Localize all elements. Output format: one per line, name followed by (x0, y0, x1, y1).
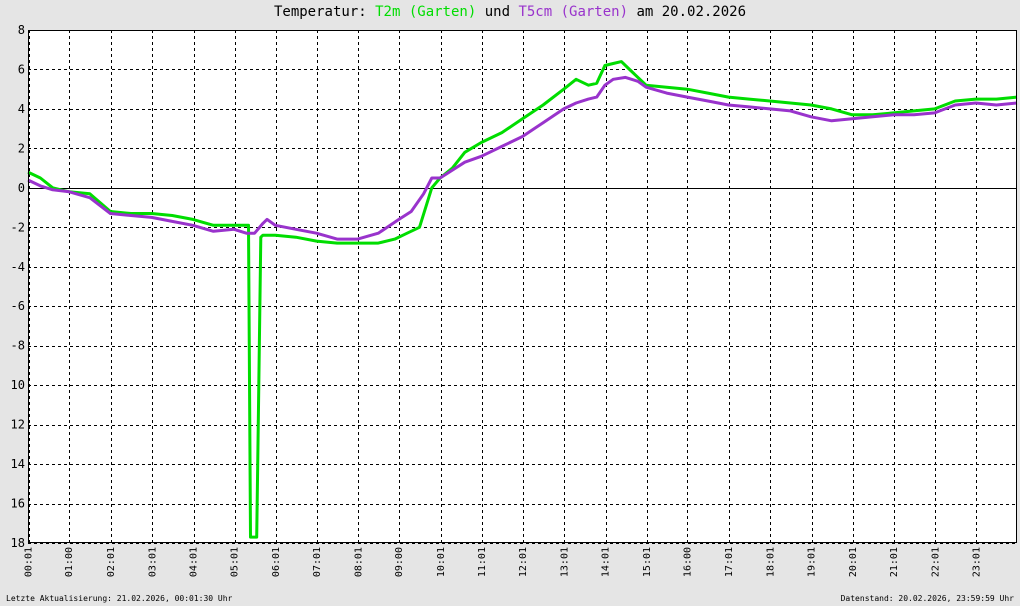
y-tick-label: 6 (18, 62, 25, 76)
series-group (27, 60, 1018, 539)
y-tick-label: -2 (11, 220, 25, 234)
x-tick-label: 06:01 (271, 547, 282, 577)
x-tick-label: 07:01 (312, 547, 323, 577)
y-tick-label: 4 (18, 102, 25, 116)
x-tick-label: 03:01 (147, 547, 158, 577)
x-tick-label: 14:01 (601, 547, 612, 577)
data-timestamp-text: Datenstand: 20.02.2026, 23:59:59 Uhr (840, 594, 1014, 603)
title-prefix: Temperatur: (273, 4, 376, 20)
y-tick-label: 8 (18, 23, 25, 37)
title-suffix: am 20.02.2026 (628, 4, 747, 20)
title-series-t2m: T2m (Garten) (375, 4, 477, 20)
chart-title: Temperatur: T2m (Garten) und T5cm (Garte… (0, 4, 1020, 20)
x-tick-label: 11:01 (477, 547, 488, 577)
y-tick-label: 2 (18, 141, 25, 155)
x-tick-label: 18:01 (765, 547, 776, 577)
y-tick-label: 16 (11, 497, 25, 511)
x-tick-label: 12:01 (518, 547, 529, 577)
y-tick-label: 14 (11, 457, 25, 471)
x-tick-label: 08:01 (353, 547, 364, 577)
x-tick-label: 10:01 (436, 547, 447, 577)
x-tick-label: 00:01 (24, 547, 35, 577)
title-middle: und (476, 4, 519, 20)
y-tick-label: 0 (18, 181, 25, 195)
series-t2m-line (27, 60, 1018, 539)
y-tick-label: 12 (11, 418, 25, 432)
x-tick-label: 19:01 (807, 547, 818, 577)
x-tick-label: 04:01 (189, 547, 200, 577)
title-series-t5cm: T5cm (Garten) (518, 4, 629, 20)
x-tick-label: 16:00 (682, 547, 693, 577)
y-tick-label: -4 (11, 260, 25, 274)
last-update-text: Letzte Aktualisierung: 21.02.2026, 00:01… (6, 594, 233, 603)
plot-frame (28, 30, 1017, 543)
x-tick-label: 15:01 (642, 547, 653, 577)
x-tick-labels: 00:01 01:00 02:01 03:01 04:01 05:01 06:01 07:01… (24, 547, 983, 577)
y-tick-label: 18 (11, 536, 25, 550)
x-tick-label: 13:01 (559, 547, 570, 577)
x-tick-label: 02:01 (106, 547, 117, 577)
x-tick-label: 23:01 (972, 547, 983, 577)
x-tick-label: 09:00 (394, 547, 405, 577)
x-tick-label: 22:01 (930, 547, 941, 577)
x-tick-label: 05:01 (230, 547, 241, 577)
x-tick-label: 21:01 (889, 547, 900, 577)
series-t5cm-line (27, 75, 1018, 241)
x-tick-label: 20:01 (848, 547, 859, 577)
plot-area (28, 30, 1017, 543)
y-tick-label: -6 (11, 299, 25, 313)
y-tick-label: 10 (11, 378, 25, 392)
x-tick-label: 01:00 (64, 547, 75, 577)
x-tick-label: 17:01 (724, 547, 735, 577)
y-tick-label: -8 (11, 339, 25, 353)
y-tick-labels: 8 6 4 2 0 -2 -4 -6 -8 10 12 14 16 18 (11, 23, 25, 550)
